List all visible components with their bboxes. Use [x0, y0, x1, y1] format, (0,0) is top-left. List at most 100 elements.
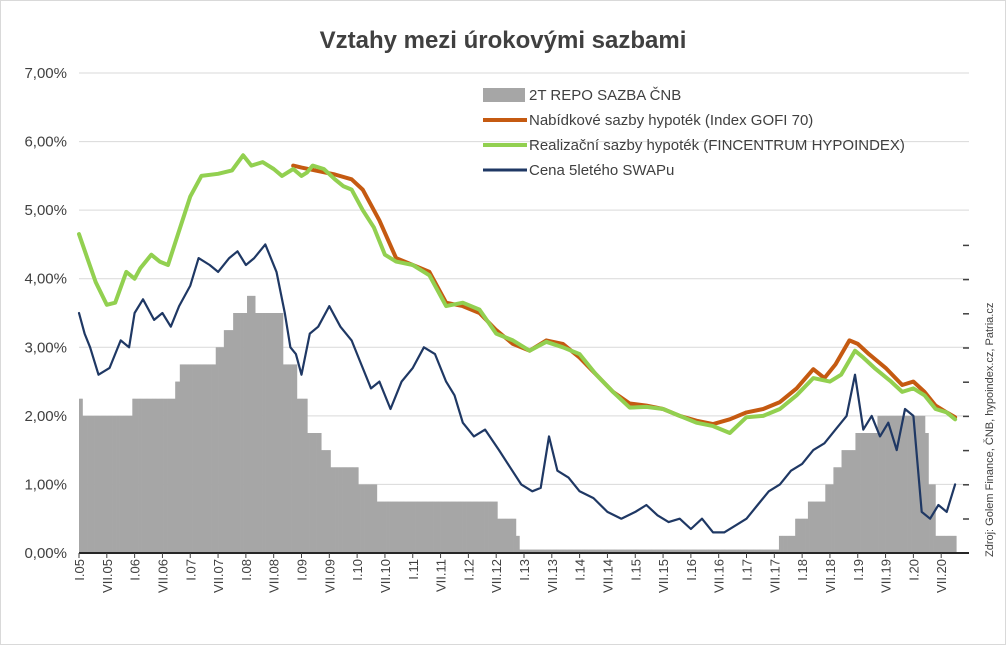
x-tick-label: I.20	[906, 559, 921, 581]
repo-bar	[314, 433, 316, 553]
repo-bar	[858, 433, 861, 553]
repo-bar	[152, 398, 154, 553]
repo-bar	[822, 501, 825, 553]
repo-bar	[744, 549, 746, 553]
repo-bar	[340, 467, 343, 553]
repo-bar	[286, 364, 288, 553]
repo-bar	[864, 433, 867, 553]
repo-bar	[432, 501, 434, 553]
repo-bar	[251, 295, 254, 553]
repo-bar	[323, 450, 326, 553]
repo-bar	[386, 501, 388, 553]
repo-bar	[508, 518, 511, 553]
swap-line	[77, 243, 957, 534]
repo-bar	[464, 501, 467, 553]
repo-bar	[223, 330, 226, 553]
repo-bar	[577, 549, 579, 553]
x-tick-label: I.19	[851, 559, 866, 581]
repo-bar	[138, 398, 140, 553]
repo-bar	[590, 549, 592, 553]
repo-bar	[353, 467, 356, 553]
repo-bar	[269, 313, 271, 553]
repo-bar	[922, 415, 925, 553]
repo-bar	[876, 433, 878, 553]
x-tick-label: I.09	[295, 559, 310, 581]
repo-bar	[165, 398, 168, 553]
repo-bar	[176, 381, 178, 553]
repo-bar	[795, 518, 797, 553]
repo-bar	[927, 433, 929, 553]
x-tick-label: I.11	[406, 559, 421, 580]
repo-bar	[193, 364, 196, 553]
repo-bar	[660, 549, 663, 553]
repo-bar	[871, 433, 874, 553]
x-tick-label: VII.06	[155, 559, 170, 593]
repo-bar	[836, 467, 839, 553]
repo-bar	[543, 549, 546, 553]
repo-bar	[648, 549, 650, 553]
repo-bar	[425, 501, 427, 553]
repo-bar	[566, 549, 569, 553]
repo-bar	[435, 501, 438, 553]
repo-bar	[362, 484, 365, 553]
repo-bar	[258, 313, 261, 553]
repo-bar	[791, 535, 794, 553]
repo-bar	[198, 364, 200, 553]
repo-bar	[628, 549, 630, 553]
repo-bar	[506, 518, 509, 553]
repo-bar	[384, 501, 387, 553]
repo-bar	[912, 415, 914, 553]
repo-bar	[941, 535, 943, 553]
repo-bar	[213, 364, 215, 553]
repo-bar	[105, 415, 108, 553]
repo-bar	[270, 313, 272, 553]
repo-bar	[95, 415, 97, 553]
repo-bar	[544, 549, 547, 553]
repo-bar	[572, 549, 575, 553]
repo-bar	[248, 295, 250, 553]
repo-bar	[117, 415, 119, 553]
repo-bar	[868, 433, 870, 553]
repo-bar	[369, 484, 372, 553]
repo-bar	[774, 549, 776, 553]
repo-bar	[754, 549, 757, 553]
repo-bar	[759, 549, 761, 553]
repo-bar	[892, 415, 895, 553]
repo-bar	[700, 549, 702, 553]
repo-bar	[580, 549, 583, 553]
repo-bar	[474, 501, 476, 553]
repo-bar	[307, 433, 309, 553]
repo-bar	[900, 415, 903, 553]
repo-bar	[468, 501, 470, 553]
repo-bar	[247, 295, 249, 553]
repo-bar	[404, 501, 407, 553]
repo-bar	[592, 549, 594, 553]
repo-bar	[260, 313, 263, 553]
repo-bar	[887, 415, 890, 553]
repo-bar	[775, 549, 777, 553]
repo-bar	[803, 518, 805, 553]
repo-bar	[447, 501, 450, 553]
repo-bar	[898, 415, 900, 553]
repo-bar	[682, 549, 685, 553]
repo-bar	[184, 364, 186, 553]
repo-bar	[299, 398, 301, 553]
repo-bar	[214, 364, 217, 553]
repo-bar	[942, 535, 944, 553]
repo-bar	[787, 535, 789, 553]
x-tick-label: VII.05	[100, 559, 115, 593]
repo-bar	[158, 398, 161, 553]
legend-label: 2T REPO SAZBA ČNB	[529, 87, 681, 104]
repo-bar	[891, 415, 893, 553]
x-tick-label: VII.19	[879, 559, 894, 593]
repo-bar	[154, 398, 156, 553]
repo-bar	[359, 484, 361, 553]
repo-bar	[322, 450, 324, 553]
y-tick-label: 3,00%	[24, 339, 67, 356]
repo-bar	[448, 501, 451, 553]
repo-bar	[174, 398, 176, 553]
repo-bar	[554, 549, 556, 553]
repo-bar	[434, 501, 437, 553]
repo-bar	[758, 549, 760, 553]
repo-bar	[741, 549, 744, 553]
